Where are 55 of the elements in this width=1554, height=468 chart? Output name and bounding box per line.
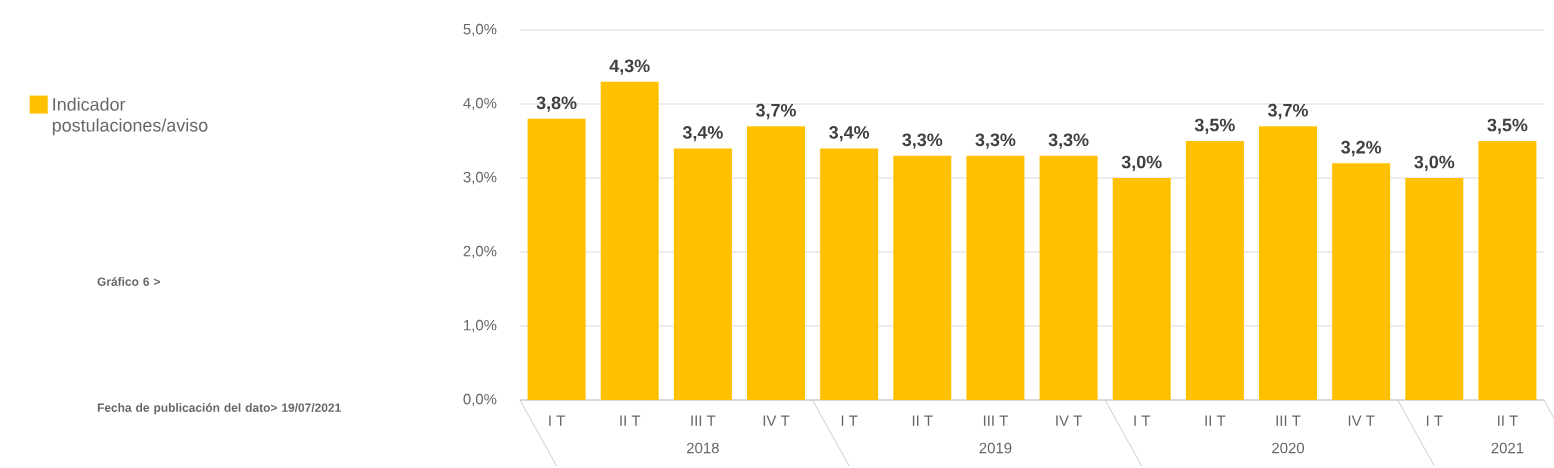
data-label: 3,3% [1048,133,1089,149]
bar [893,155,952,400]
bar [1332,163,1391,400]
x-tick-label: I T [549,415,565,426]
data-label: 3,0% [1121,155,1162,171]
bar [966,155,1025,400]
data-label: 3,7% [755,103,796,120]
data-label: 4,3% [609,59,650,75]
y-tick-label: 5,0% [463,23,497,37]
bar [1185,141,1244,400]
x-tick-label: III T [983,415,1008,426]
bar [820,148,879,400]
data-label: 3,5% [1487,118,1528,134]
x-tick-label: II T [912,415,933,426]
data-label: 3,3% [975,133,1016,149]
text: Fecha de publicación del dato> 19/07/2021 [97,403,341,415]
data-label: 3,4% [829,126,870,142]
x-tick-label: III T [691,415,716,426]
bar [747,126,805,400]
data-label: 3,3% [902,133,943,149]
data-label: 3,4% [682,126,723,142]
bar [527,118,586,400]
text: 2020 [1272,442,1305,454]
x-tick-label: I T [1426,415,1443,426]
x-tick-label: IV T [1056,415,1082,426]
y-tick-label: 0,0% [463,393,497,407]
text: 2019 [979,442,1012,454]
y-tick-label: 3,0% [463,171,497,185]
text: Gráfico 6 > [97,277,160,286]
x-tick-label: IV T [1348,415,1375,426]
x-tick-label: II T [1498,415,1518,426]
x-tick-label: II T [620,415,641,426]
data-label: 3,2% [1341,140,1382,157]
text: 2018 [686,442,719,454]
x-tick-label: IV T [763,415,790,426]
bar [1259,126,1318,400]
y-tick-label: 4,0% [463,97,497,111]
x-tick-label: III T [1276,415,1301,426]
y-tick-label: 1,0% [464,319,497,333]
x-tick-label: I T [841,415,858,426]
bar [673,148,732,400]
x-tick-label: I T [1134,415,1151,426]
y-tick-label: 2,0% [463,245,497,259]
data-label: 3,7% [1267,103,1308,120]
bar [1112,178,1171,400]
x-tick-label: II T [1205,415,1226,426]
bar [1039,155,1098,400]
bar [600,81,659,400]
bar [1478,141,1537,400]
bar [1405,178,1464,400]
legend-label: Indicador postulaciones/aviso [52,97,208,136]
data-label: 3,5% [1194,118,1235,134]
data-label: 3,8% [536,96,577,112]
text: 2021 [1491,442,1524,454]
data-label: 3,0% [1414,155,1455,171]
